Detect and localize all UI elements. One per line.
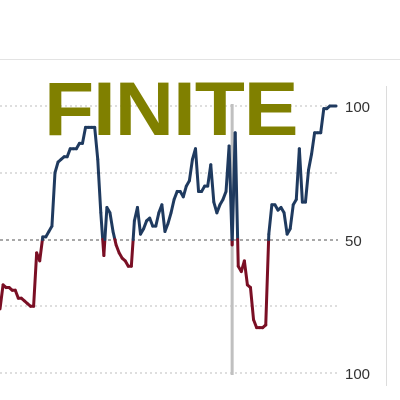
series-segment [80, 125, 88, 145]
axis-divider [386, 86, 387, 386]
series-segment [160, 203, 167, 233]
series-segment [319, 107, 326, 135]
series-segment [38, 238, 44, 263]
series-segment [135, 205, 143, 236]
series-segment [310, 131, 317, 156]
series-segment [288, 203, 295, 231]
series-segment [193, 147, 201, 193]
series-segment [233, 131, 240, 241]
series-segment [248, 286, 256, 322]
series-segment [166, 211, 173, 225]
series-lines [0, 104, 338, 330]
series-segment [303, 168, 311, 204]
series-segment [32, 251, 39, 308]
series-segment [209, 163, 216, 204]
y-tick-label: 50 [345, 233, 362, 250]
series-segment [267, 203, 274, 236]
series-segment [154, 211, 161, 228]
series-segment [0, 283, 5, 311]
y-tick-labels: 100 50 100 [345, 99, 370, 383]
series-segment [236, 238, 240, 268]
brand-logo: FINITE [44, 67, 299, 152]
series-segment [181, 184, 188, 199]
series-segment [108, 211, 115, 233]
series-segment [53, 160, 60, 175]
series-segment [242, 259, 249, 287]
series-segment [307, 152, 314, 172]
series-segment [264, 238, 271, 327]
series-segment [103, 205, 109, 241]
series-segment [96, 157, 103, 215]
series-segment [129, 238, 135, 268]
series-segment [282, 211, 289, 236]
series-segment [187, 157, 194, 183]
y-tick-label: 100 [345, 366, 370, 383]
header-divider [0, 59, 400, 60]
series-segment [131, 219, 136, 241]
series-segment [169, 197, 176, 215]
series-segment [102, 238, 107, 258]
y-tick-label: 100 [345, 99, 370, 116]
series-segment [50, 171, 57, 228]
series-segment [297, 147, 304, 204]
series-segment [93, 125, 100, 161]
series-segment [99, 211, 105, 241]
